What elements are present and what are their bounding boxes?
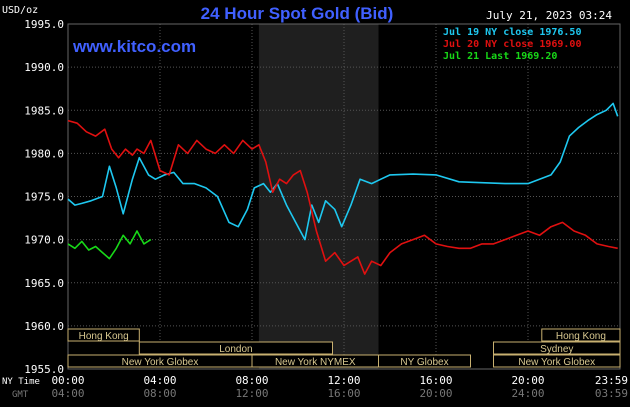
session-box: Sydney <box>493 341 621 355</box>
series-line-2 <box>67 230 152 260</box>
market-sessions: Hong Kong Hong Kong London Sydney New York G… <box>67 328 621 368</box>
session-box: Hong Kong <box>67 328 140 342</box>
y-tick-label: 1990.0 <box>24 61 64 74</box>
legend: Jul 19 NY close 1976.50 Jul 20 NY close … <box>443 27 581 62</box>
legend-entry-0: Jul 19 NY close 1976.50 <box>443 27 581 38</box>
gmt-tick-label: 12:00 <box>235 387 268 400</box>
session-box-border <box>378 354 471 368</box>
x-tick-label: 20:00 <box>511 374 544 387</box>
gmt-tick-labels: 04:00 08:00 12:00 16:00 20:00 24:00 03:59 <box>51 387 628 400</box>
x-tick-labels: 00:00 04:00 08:00 12:00 16:00 20:00 23:59 <box>51 374 628 387</box>
gmt-tick-label: 20:00 <box>419 387 452 400</box>
chart-title: 24 Hour Spot Gold (Bid) <box>201 4 394 23</box>
session-box: Hong Kong <box>541 328 621 342</box>
date-label: July 21, 2023 03:24 <box>486 9 612 22</box>
y-tick-label: 1975.0 <box>24 191 64 204</box>
gmt-tick-label: 24:00 <box>511 387 544 400</box>
y-tick-label: 1970.0 <box>24 234 64 247</box>
session-label: London <box>219 344 252 355</box>
session-label: Hong Kong <box>556 331 606 342</box>
session-box: London <box>138 341 333 355</box>
plot-frame <box>67 23 621 370</box>
series-line-1 <box>67 119 618 275</box>
y-tick-label: 1995.0 <box>24 18 64 31</box>
gmt-tick-label: 03:59 <box>595 387 628 400</box>
session-box-border <box>67 328 140 342</box>
x-tick-label: 23:59 <box>595 374 628 387</box>
session-box-border <box>138 341 333 355</box>
gmt-tick-label: 04:00 <box>51 387 84 400</box>
y-tick-label: 1960.0 <box>24 320 64 333</box>
x-tick-label: 16:00 <box>419 374 452 387</box>
session-box: New York NYMEX <box>251 354 379 368</box>
x-tick-label: 04:00 <box>143 374 176 387</box>
gmt-tick-label: 08:00 <box>143 387 176 400</box>
y-tick-labels: 1995.0 1990.0 1985.0 1980.0 1975.0 1970.0 1965… <box>24 18 64 376</box>
y-tick-label: 1965.0 <box>24 277 64 290</box>
y-tick-label: 1985.0 <box>24 104 64 117</box>
gmt-row-label: GMT <box>12 390 29 400</box>
session-label: New York Globex <box>518 357 595 368</box>
session-box-border <box>493 354 621 368</box>
session-box-border <box>541 328 621 342</box>
series-lines <box>67 102 619 275</box>
x-row-label: NY Time <box>2 377 40 387</box>
session-label: New York NYMEX <box>275 357 356 368</box>
legend-entry-1: Jul 20 NY close 1969.00 <box>443 39 581 50</box>
site-watermark: www.kitco.com <box>72 37 196 56</box>
x-tick-label: 00:00 <box>51 374 84 387</box>
session-box: New York Globex <box>493 354 621 368</box>
session-label: Sydney <box>540 344 573 355</box>
gmt-tick-label: 16:00 <box>327 387 360 400</box>
session-label: Hong Kong <box>79 331 129 342</box>
legend-entry-2: Jul 21 Last 1969.20 <box>443 51 557 62</box>
x-tick-label: 08:00 <box>235 374 268 387</box>
nymex-session-shade <box>258 24 379 369</box>
x-tick-label: 12:00 <box>327 374 360 387</box>
session-label: NY Globex <box>400 357 448 368</box>
y-tick-label: 1955.0 <box>24 363 64 376</box>
session-box: NY Globex <box>378 354 471 368</box>
y-unit-label: USD/oz <box>2 5 38 16</box>
session-label: New York Globex <box>122 357 199 368</box>
series-line-0 <box>67 102 619 241</box>
session-box-border <box>493 341 621 355</box>
session-box: New York Globex <box>67 354 253 368</box>
y-tick-label: 1980.0 <box>24 147 64 160</box>
